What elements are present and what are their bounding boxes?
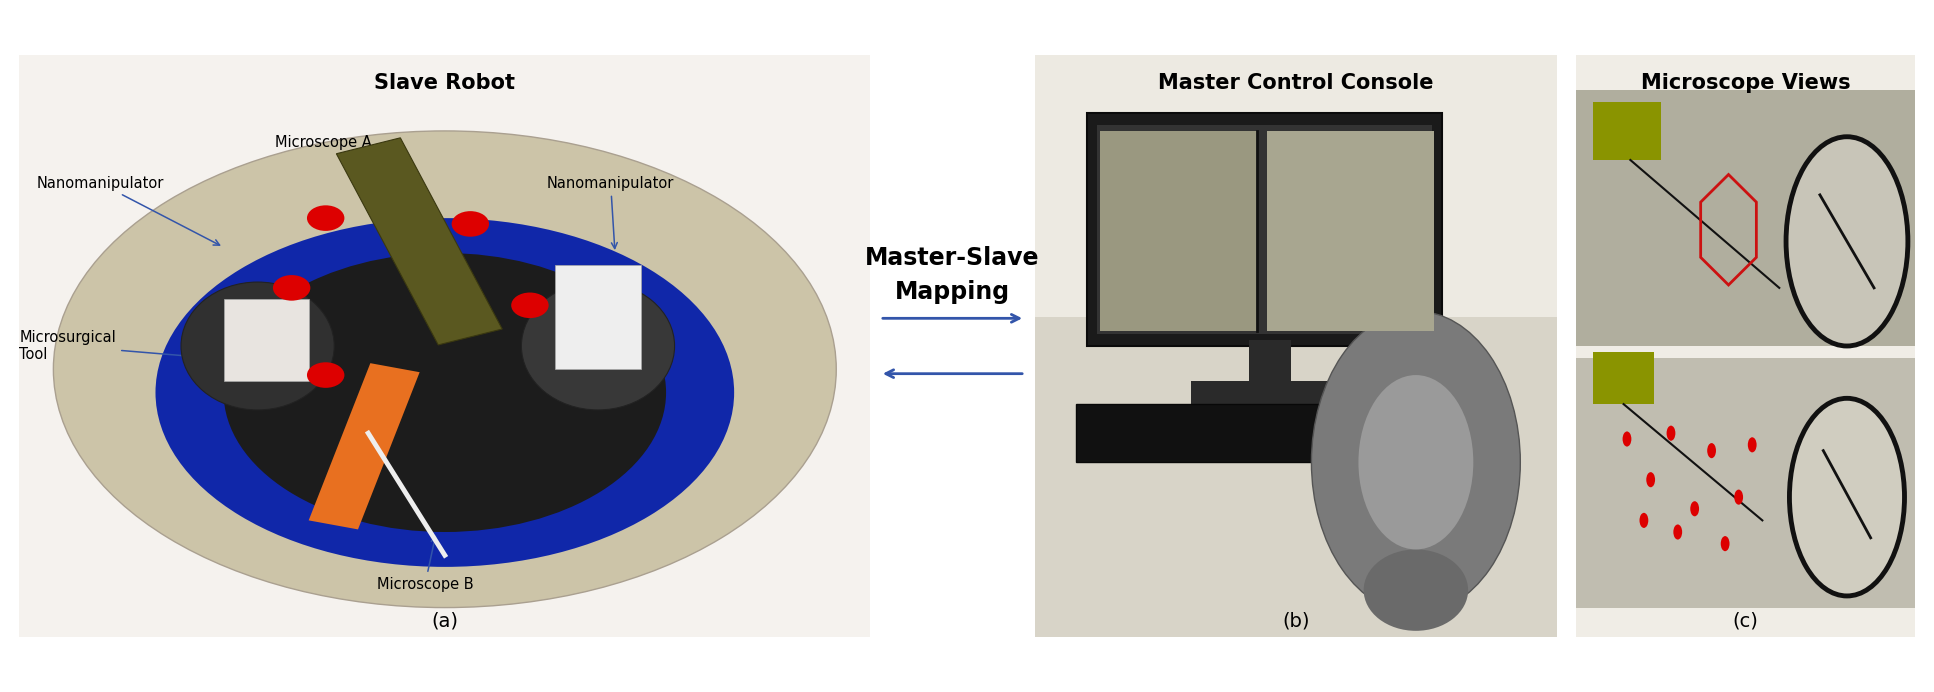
Polygon shape <box>337 138 503 345</box>
Circle shape <box>308 206 344 231</box>
Circle shape <box>511 293 549 318</box>
Circle shape <box>1735 489 1743 504</box>
Bar <box>555 264 640 370</box>
Bar <box>309 363 420 529</box>
Bar <box>1267 131 1435 331</box>
Text: (c): (c) <box>1733 612 1758 631</box>
Text: Mapping: Mapping <box>895 280 1010 304</box>
Text: (b): (b) <box>1282 612 1309 631</box>
Ellipse shape <box>522 282 675 410</box>
Text: Nanomanipulator: Nanomanipulator <box>547 176 675 248</box>
Circle shape <box>1708 443 1715 458</box>
Ellipse shape <box>54 131 835 608</box>
Circle shape <box>1787 137 1909 346</box>
Bar <box>1249 340 1290 387</box>
Ellipse shape <box>155 218 735 567</box>
Bar <box>1191 381 1338 404</box>
Circle shape <box>1623 431 1632 446</box>
Circle shape <box>273 275 309 300</box>
Circle shape <box>308 363 344 388</box>
Text: Microscope B: Microscope B <box>377 536 474 592</box>
Bar <box>1576 90 1915 346</box>
Ellipse shape <box>1358 375 1474 549</box>
Text: Slave Robot: Slave Robot <box>375 73 514 93</box>
Ellipse shape <box>1311 311 1520 613</box>
Bar <box>1035 317 1557 637</box>
Text: Microsurgical
Tool: Microsurgical Tool <box>19 330 201 362</box>
Text: Microscope A: Microscope A <box>275 135 391 192</box>
Bar <box>1594 352 1654 404</box>
Ellipse shape <box>182 282 335 410</box>
Circle shape <box>1690 501 1700 516</box>
Bar <box>224 300 309 381</box>
Text: Nanomanipulator: Nanomanipulator <box>37 176 220 245</box>
Bar <box>1087 113 1443 346</box>
Text: Master Control Console: Master Control Console <box>1158 73 1433 93</box>
Bar <box>1594 102 1661 160</box>
Circle shape <box>453 211 489 237</box>
Circle shape <box>1748 437 1756 453</box>
Circle shape <box>1646 472 1656 487</box>
Bar <box>1100 131 1257 331</box>
Circle shape <box>1673 525 1683 540</box>
Text: Master-Slave: Master-Slave <box>864 246 1040 270</box>
Circle shape <box>1667 426 1675 441</box>
Bar <box>1097 125 1431 334</box>
Circle shape <box>1640 513 1648 528</box>
Ellipse shape <box>1363 549 1468 631</box>
Text: Microscope Views: Microscope Views <box>1640 73 1851 93</box>
Circle shape <box>1789 399 1905 596</box>
Bar <box>1576 358 1915 608</box>
Bar <box>1077 404 1391 462</box>
Text: (a): (a) <box>431 612 458 631</box>
Ellipse shape <box>224 253 665 532</box>
Circle shape <box>1721 536 1729 552</box>
